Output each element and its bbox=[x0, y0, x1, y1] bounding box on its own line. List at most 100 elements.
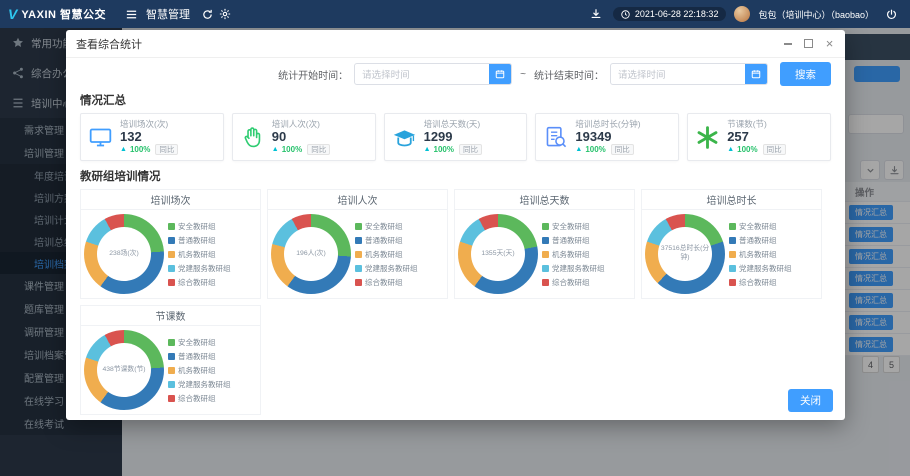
chart-body: 1355天(天) 安全教研组普通教研组机务教研组党建服务教研组综合教研组 bbox=[455, 210, 634, 298]
stat-label: 节课数(节) bbox=[727, 119, 785, 129]
donut-ring: 238场(次) bbox=[84, 214, 164, 294]
legend-swatch bbox=[168, 279, 175, 286]
up-arrow-icon: ▲ bbox=[575, 146, 582, 154]
donut-ring: 1355天(天) bbox=[458, 214, 538, 294]
legend-item: 综合教研组 bbox=[355, 277, 418, 288]
donut-center-label: 1355天(天) bbox=[469, 225, 527, 283]
legend-swatch bbox=[355, 251, 362, 258]
stat-yoy: ▲100%同比 bbox=[727, 144, 785, 155]
legend-label: 综合教研组 bbox=[178, 393, 216, 404]
legend-swatch bbox=[168, 223, 175, 230]
legend-swatch bbox=[542, 279, 549, 286]
legend-swatch bbox=[168, 367, 175, 374]
donut-chart: 培训总天数1355天(天)安全教研组普通教研组机务教研组党建服务教研组综合教研组 bbox=[454, 189, 635, 299]
calendar-icon[interactable] bbox=[489, 64, 511, 84]
stat-card: 培训总天数(天)1299▲100%同比 bbox=[384, 113, 528, 161]
stat-card-main: 培训人次(次)90▲100%同比 bbox=[272, 119, 330, 156]
donut-center-label: 238场(次) bbox=[95, 225, 153, 283]
legend-label: 综合教研组 bbox=[178, 277, 216, 288]
legend-item: 综合教研组 bbox=[542, 277, 605, 288]
up-arrow-icon: ▲ bbox=[424, 146, 431, 154]
hand-icon bbox=[240, 125, 265, 150]
start-time-label: 统计开始时间： bbox=[278, 67, 348, 82]
modal-title: 查看综合统计 bbox=[76, 36, 142, 52]
legend-label: 机务教研组 bbox=[365, 249, 403, 260]
chart-legend: 安全教研组普通教研组机务教研组党建服务教研组综合教研组 bbox=[729, 221, 792, 288]
legend-item: 安全教研组 bbox=[729, 221, 792, 232]
legend-item: 综合教研组 bbox=[168, 277, 231, 288]
chart-legend: 安全教研组普通教研组机务教研组党建服务教研组综合教研组 bbox=[542, 221, 605, 288]
chart-body: 37516总时长(分钟)安全教研组普通教研组机务教研组党建服务教研组综合教研组 bbox=[642, 210, 821, 298]
legend-item: 普通教研组 bbox=[729, 235, 792, 246]
legend-item: 安全教研组 bbox=[542, 221, 605, 232]
download-icon[interactable] bbox=[587, 5, 605, 23]
stats-modal: 查看综合统计 × 统计开始时间： 请选择时间 ~ 统计结束时间： 请选择时间 bbox=[66, 30, 845, 420]
up-arrow-icon: ▲ bbox=[727, 146, 734, 154]
close-button[interactable]: 关闭 bbox=[788, 389, 833, 412]
legend-label: 普通教研组 bbox=[178, 351, 216, 362]
hamburger-icon[interactable] bbox=[122, 5, 140, 23]
close-icon[interactable]: × bbox=[824, 38, 835, 49]
legend-item: 机务教研组 bbox=[355, 249, 418, 260]
legend-swatch bbox=[729, 223, 736, 230]
yoy-percent: 100% bbox=[737, 145, 757, 155]
legend-item: 机务教研组 bbox=[542, 249, 605, 260]
donut-center-label: 37516总时长(分钟) bbox=[656, 225, 714, 283]
minimize-icon[interactable] bbox=[782, 38, 793, 49]
start-time-input[interactable]: 请选择时间 bbox=[354, 63, 512, 85]
chart-title: 培训人次 bbox=[268, 190, 447, 210]
donut-chart: 培训场次238场(次)安全教研组普通教研组机务教研组党建服务教研组综合教研组 bbox=[80, 189, 261, 299]
datetime-badge: 2021-06-28 22:18:32 bbox=[613, 7, 727, 21]
chart-legend: 安全教研组普通教研组机务教研组党建服务教研组综合教研组 bbox=[168, 221, 231, 288]
filter-row: 统计开始时间： 请选择时间 ~ 统计结束时间： 请选择时间 搜索 bbox=[80, 62, 831, 86]
legend-item: 党建服务教研组 bbox=[729, 263, 792, 274]
gear-icon[interactable] bbox=[216, 5, 234, 23]
asterisk-icon bbox=[695, 125, 720, 150]
brand-logo: V bbox=[8, 6, 17, 22]
legend-item: 安全教研组 bbox=[355, 221, 418, 232]
legend-swatch bbox=[168, 353, 175, 360]
legend-label: 安全教研组 bbox=[739, 221, 777, 232]
legend-label: 综合教研组 bbox=[365, 277, 403, 288]
power-icon[interactable] bbox=[882, 5, 900, 23]
stat-label: 培训总时长(分钟) bbox=[575, 119, 640, 129]
stat-card-main: 培训总天数(天)1299▲100%同比 bbox=[424, 119, 482, 156]
search-button[interactable]: 搜索 bbox=[780, 62, 831, 86]
start-time-placeholder: 请选择时间 bbox=[355, 67, 489, 81]
avatar[interactable] bbox=[734, 6, 750, 22]
brand-name: YAXIN 智慧公交 bbox=[21, 6, 106, 22]
stat-value: 19349 bbox=[575, 129, 640, 145]
legend-label: 党建服务教研组 bbox=[178, 379, 231, 390]
stat-card: 培训总时长(分钟)19349▲100%同比 bbox=[535, 113, 679, 161]
legend-swatch bbox=[729, 279, 736, 286]
legend-item: 安全教研组 bbox=[168, 337, 231, 348]
modal-header: 查看综合统计 × bbox=[66, 30, 845, 58]
calendar-icon[interactable] bbox=[745, 64, 767, 84]
maximize-icon[interactable] bbox=[803, 38, 814, 49]
charts-row-1: 培训场次238场(次)安全教研组普通教研组机务教研组党建服务教研组综合教研组培训… bbox=[80, 189, 831, 299]
legend-item: 普通教研组 bbox=[168, 351, 231, 362]
charts-row-2: 节课数438节课数(节)安全教研组普通教研组机务教研组党建服务教研组综合教研组 bbox=[80, 305, 831, 415]
stat-yoy: ▲100%同比 bbox=[120, 144, 178, 155]
legend-swatch bbox=[168, 395, 175, 402]
refresh-icon[interactable] bbox=[198, 5, 216, 23]
up-arrow-icon: ▲ bbox=[272, 146, 279, 154]
legend-swatch bbox=[542, 223, 549, 230]
window-controls: × bbox=[782, 38, 835, 49]
legend-item: 普通教研组 bbox=[542, 235, 605, 246]
username: 包包（培训中心）（baobao） bbox=[758, 8, 874, 21]
groups-heading: 教研组培训情况 bbox=[80, 168, 831, 184]
legend-label: 党建服务教研组 bbox=[552, 263, 605, 274]
legend-label: 普通教研组 bbox=[739, 235, 777, 246]
stat-label: 培训总天数(天) bbox=[424, 119, 482, 129]
legend-swatch bbox=[355, 279, 362, 286]
stat-yoy: ▲100%同比 bbox=[272, 144, 330, 155]
legend-swatch bbox=[168, 265, 175, 272]
stat-card-main: 培训场次(次)132▲100%同比 bbox=[120, 119, 178, 156]
report-icon bbox=[543, 125, 568, 150]
legend-swatch bbox=[168, 381, 175, 388]
end-time-input[interactable]: 请选择时间 bbox=[610, 63, 768, 85]
legend-swatch bbox=[168, 251, 175, 258]
graduation-icon bbox=[392, 125, 417, 150]
donut-chart: 节课数438节课数(节)安全教研组普通教研组机务教研组党建服务教研组综合教研组 bbox=[80, 305, 261, 415]
